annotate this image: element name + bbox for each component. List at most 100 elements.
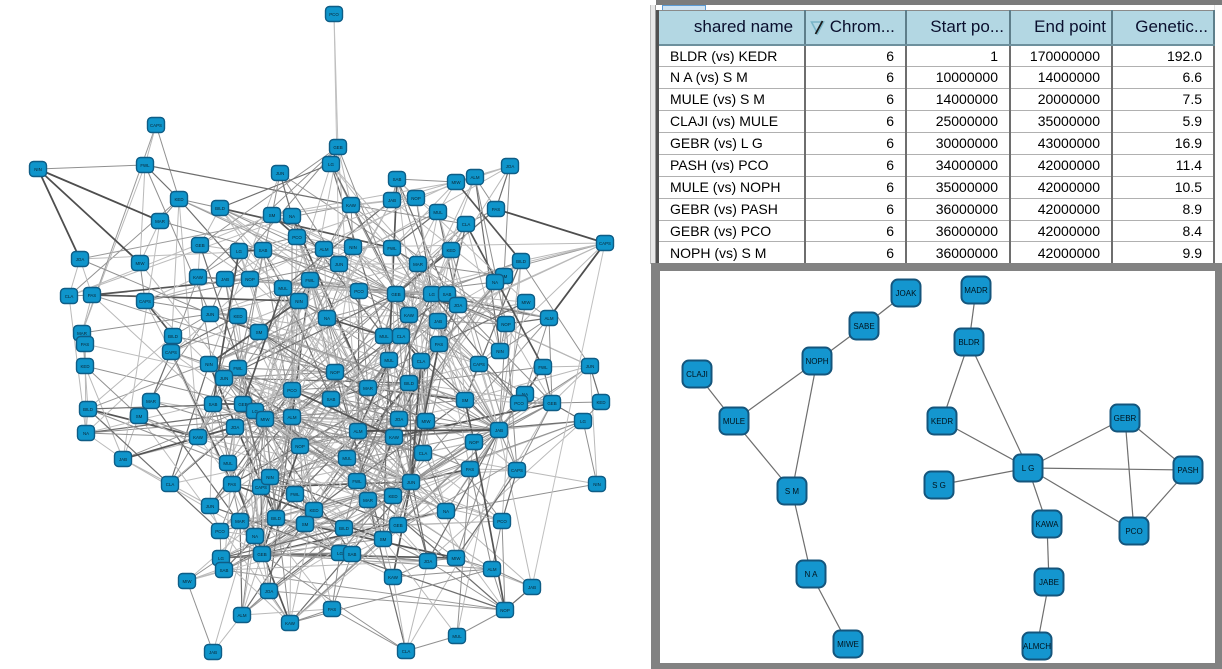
svg-text:BILD: BILD xyxy=(404,381,414,386)
svg-text:PAS: PAS xyxy=(88,293,97,298)
svg-text:S G: S G xyxy=(932,481,946,490)
svg-text:NA: NA xyxy=(492,280,498,285)
svg-text:ALM: ALM xyxy=(237,613,246,618)
svg-text:SAB: SAB xyxy=(348,552,357,557)
svg-text:SM: SM xyxy=(380,537,387,542)
svg-text:CLA: CLA xyxy=(419,451,428,456)
svg-text:KED: KED xyxy=(596,400,605,405)
svg-text:KED: KED xyxy=(174,197,183,202)
svg-text:FWL: FWL xyxy=(352,479,362,484)
svg-text:FWL: FWL xyxy=(290,492,300,497)
svg-text:LG: LG xyxy=(218,556,224,561)
svg-text:JOAK: JOAK xyxy=(896,289,918,298)
svg-text:N A: N A xyxy=(805,570,819,579)
svg-text:MUL: MUL xyxy=(384,358,394,363)
svg-text:NOP: NOP xyxy=(295,444,305,449)
svg-text:NIN: NIN xyxy=(205,362,213,367)
svg-text:PAS: PAS xyxy=(81,342,90,347)
svg-text:ALM: ALM xyxy=(544,316,553,321)
svg-text:MIW: MIW xyxy=(421,419,431,424)
svg-text:KED: KED xyxy=(446,248,455,253)
svg-text:MAR: MAR xyxy=(235,519,245,524)
svg-text:NA: NA xyxy=(289,214,295,219)
svg-text:PAS: PAS xyxy=(435,342,444,347)
svg-text:LG: LG xyxy=(580,419,586,424)
svg-text:GEB: GEB xyxy=(333,145,342,150)
svg-text:NIN: NIN xyxy=(349,245,357,250)
svg-text:KED: KED xyxy=(80,364,89,369)
svg-text:JAB: JAB xyxy=(221,277,229,282)
svg-text:NIN: NIN xyxy=(593,482,601,487)
svg-text:CLA: CLA xyxy=(462,222,471,227)
svg-text:JUN: JUN xyxy=(206,312,215,317)
svg-text:KED: KED xyxy=(233,314,242,319)
svg-text:SM: SM xyxy=(462,398,469,403)
svg-text:CAPS: CAPS xyxy=(511,468,523,473)
svg-text:BILD: BILD xyxy=(516,259,526,264)
svg-text:MIW: MIW xyxy=(260,417,270,422)
svg-text:JOA: JOA xyxy=(395,417,404,422)
svg-text:FWL: FWL xyxy=(387,246,397,251)
svg-text:SAB: SAB xyxy=(393,177,402,182)
svg-text:PAS: PAS xyxy=(228,482,237,487)
svg-text:CAPS: CAPS xyxy=(599,241,611,246)
svg-text:GEB: GEB xyxy=(391,292,400,297)
svg-text:L G: L G xyxy=(1022,464,1035,473)
svg-text:NOPH: NOPH xyxy=(805,357,828,366)
svg-text:JAB: JAB xyxy=(209,650,217,655)
svg-text:MUL: MUL xyxy=(342,456,352,461)
svg-text:CAPS: CAPS xyxy=(139,299,151,304)
svg-text:GEB: GEB xyxy=(195,243,204,248)
svg-text:MADR: MADR xyxy=(964,286,988,295)
svg-text:JAB: JAB xyxy=(388,198,396,203)
svg-text:LG: LG xyxy=(252,409,258,414)
svg-text:PAS: PAS xyxy=(466,467,475,472)
svg-text:PAS: PAS xyxy=(328,607,337,612)
svg-text:ALM: ALM xyxy=(319,247,328,252)
svg-text:KAW: KAW xyxy=(346,203,357,208)
svg-text:FWL: FWL xyxy=(305,278,315,283)
svg-text:CLA: CLA xyxy=(65,294,74,299)
svg-text:GEB: GEB xyxy=(257,552,266,557)
svg-text:CLA: CLA xyxy=(397,334,406,339)
svg-text:LG: LG xyxy=(236,249,242,254)
svg-text:NA: NA xyxy=(522,392,528,397)
svg-text:JABE: JABE xyxy=(1039,578,1059,587)
svg-text:PCO: PCO xyxy=(292,235,302,240)
svg-text:MIW: MIW xyxy=(521,300,531,305)
svg-text:PCO: PCO xyxy=(354,289,364,294)
svg-text:JUN: JUN xyxy=(586,364,595,369)
svg-text:NOP: NOP xyxy=(411,196,421,201)
svg-text:CLA: CLA xyxy=(402,649,411,654)
svg-text:MUL: MUL xyxy=(223,461,233,466)
svg-text:CLA: CLA xyxy=(417,359,426,364)
svg-text:NA: NA xyxy=(83,431,89,436)
svg-text:SAB: SAB xyxy=(443,292,452,297)
svg-text:NOP: NOP xyxy=(501,322,511,327)
svg-text:MULE: MULE xyxy=(723,417,745,426)
svg-text:NA: NA xyxy=(324,316,330,321)
svg-text:PCO: PCO xyxy=(287,388,297,393)
svg-text:NOP: NOP xyxy=(469,440,479,445)
svg-text:MIWE: MIWE xyxy=(837,640,859,649)
svg-text:KAW: KAW xyxy=(193,435,204,440)
svg-text:MAR: MAR xyxy=(146,399,156,404)
svg-text:BILD: BILD xyxy=(168,334,178,339)
svg-text:JOA: JOA xyxy=(454,303,463,308)
svg-text:SAB: SAB xyxy=(220,568,229,573)
svg-text:FWL: FWL xyxy=(538,365,548,370)
svg-text:SM: SM xyxy=(256,330,263,335)
svg-text:JOA: JOA xyxy=(424,559,433,564)
svg-text:NA: NA xyxy=(443,509,449,514)
svg-text:JAB: JAB xyxy=(495,428,503,433)
svg-text:NA: NA xyxy=(252,534,258,539)
svg-text:GEB: GEB xyxy=(393,523,402,528)
svg-text:CAPS: CAPS xyxy=(165,350,177,355)
svg-text:JAB: JAB xyxy=(119,457,127,462)
svg-text:BILD: BILD xyxy=(271,516,281,521)
svg-text:MIW: MIW xyxy=(451,556,461,561)
svg-text:MUL: MUL xyxy=(379,334,389,339)
svg-text:PASH: PASH xyxy=(1177,466,1198,475)
svg-text:MAR: MAR xyxy=(363,386,373,391)
svg-text:MAR: MAR xyxy=(363,498,373,503)
